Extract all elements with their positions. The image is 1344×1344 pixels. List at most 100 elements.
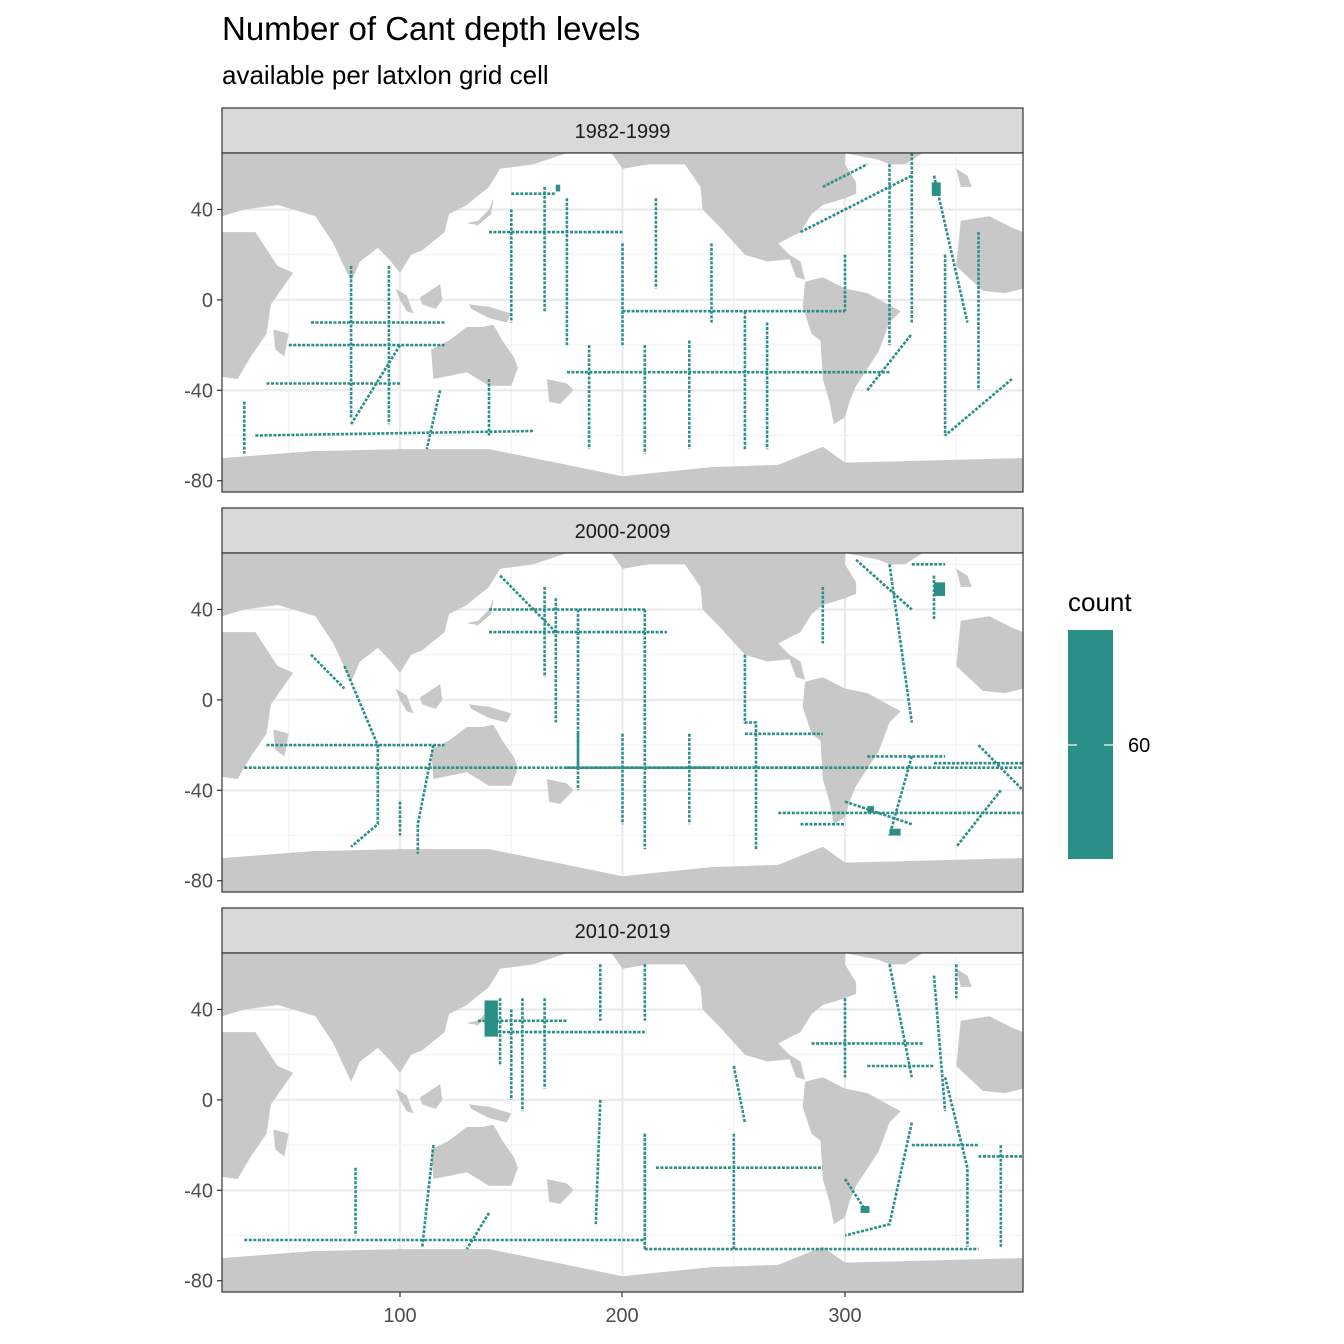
grid-cell-block <box>931 182 941 196</box>
landmass <box>395 1088 414 1114</box>
cruise-track-cells <box>955 789 1002 848</box>
cruise-track-cells <box>844 1122 914 1237</box>
grid-cell-block <box>889 828 901 836</box>
landmass <box>222 953 567 1082</box>
landmass <box>802 1077 901 1225</box>
landmass <box>222 1032 294 1179</box>
cruise-track-cells <box>888 564 914 723</box>
legend-label: 60 <box>1128 735 1150 757</box>
y-tick-label: -40 <box>184 780 213 802</box>
cruise-track-cells <box>943 1076 969 1247</box>
landmass <box>956 616 1023 694</box>
landmass <box>469 304 512 323</box>
cruise-track-cells <box>343 665 380 848</box>
cruise-track-cells <box>416 744 435 854</box>
y-tick-label: 40 <box>191 200 213 222</box>
landmass <box>469 1104 512 1123</box>
landmass <box>956 216 1023 294</box>
legend: count 60 <box>1068 587 1150 859</box>
landmass <box>845 953 934 965</box>
landmass <box>466 598 494 626</box>
landmass <box>222 553 567 682</box>
cruise-track-cells <box>732 1065 747 1123</box>
facet-panel-1: 1982-1999 40 0 -40 -80 <box>184 107 1024 493</box>
cruise-track-cells <box>888 964 914 1078</box>
panel-border <box>221 152 1024 493</box>
cruise-track-cells <box>932 175 969 323</box>
y-tick-label: -40 <box>184 380 213 402</box>
landmass <box>420 1084 443 1109</box>
panel-border <box>221 552 1024 893</box>
landmass <box>273 729 289 757</box>
y-tick-label: 0 <box>202 1090 213 1112</box>
cruise-track-cells <box>944 378 1013 437</box>
cruise-track-cells <box>932 975 947 1112</box>
x-axis: 100 200 300 <box>383 1292 862 1327</box>
landmass <box>420 284 443 309</box>
cruise-track-cells <box>310 653 346 690</box>
landmass <box>802 277 901 425</box>
y-tick-label: -80 <box>184 871 213 893</box>
landmass <box>431 1124 518 1186</box>
x-tick-label: 100 <box>383 1305 416 1327</box>
cruise-track-cells <box>425 390 442 450</box>
landmass <box>956 568 972 587</box>
landmass <box>956 168 972 187</box>
landmass <box>222 1246 1023 1292</box>
landmass <box>611 953 857 1080</box>
landmass <box>802 677 901 825</box>
map-panel: 40 0 -40 -80 <box>184 552 1024 893</box>
landmass <box>431 724 518 786</box>
landmass <box>395 288 414 314</box>
landmass <box>222 153 567 282</box>
y-tick-label: -40 <box>184 1180 213 1202</box>
strip-label: 2010-2019 <box>575 921 671 943</box>
landmass <box>546 379 574 404</box>
landmass <box>469 704 512 723</box>
grid-cell-block <box>555 184 561 192</box>
cruise-track-cells <box>349 344 402 425</box>
landmass <box>546 779 574 804</box>
cruise-track-cells <box>594 1099 602 1225</box>
strip-label: 1982-1999 <box>575 121 671 143</box>
x-tick-label: 200 <box>605 1305 638 1327</box>
landmass <box>222 846 1023 892</box>
strip-background <box>221 507 1024 554</box>
cruise-track-cells <box>822 163 868 189</box>
cruise-track-cells <box>866 332 913 392</box>
landmass <box>395 688 414 714</box>
landmass <box>222 446 1023 492</box>
landmass <box>611 153 857 280</box>
landmass <box>420 684 443 709</box>
y-tick-label: 40 <box>191 1000 213 1022</box>
landmass <box>956 968 972 987</box>
y-tick-label: 0 <box>202 290 213 312</box>
y-tick-label: -80 <box>184 1271 213 1293</box>
y-tick-label: -80 <box>184 471 213 493</box>
cruise-track-cells <box>743 654 758 850</box>
cruise-track-cells <box>855 558 913 611</box>
chart-subtitle: available per latxlon grid cell <box>222 60 549 90</box>
x-tick-label: 300 <box>828 1305 861 1327</box>
cruise-track-cells <box>977 744 1024 792</box>
facet-panel-3: 2010-2019 40 0 -40 -80 <box>184 907 1024 1293</box>
landmass <box>273 1129 289 1157</box>
cruise-track-cells <box>799 174 913 234</box>
landmass <box>956 1016 1023 1094</box>
strip-background <box>221 107 1024 154</box>
grid-cell-block <box>867 806 874 813</box>
landmass <box>222 632 294 779</box>
landmass <box>273 329 289 357</box>
grid-cell-block <box>860 1206 870 1213</box>
landmass <box>222 232 294 379</box>
chart-title: Number of Cant depth levels <box>222 10 640 47</box>
y-tick-label: 0 <box>202 690 213 712</box>
landmass <box>611 553 857 680</box>
strip-label: 2000-2009 <box>575 521 671 543</box>
y-tick-label: 40 <box>191 600 213 622</box>
map-panel: 40 0 -40 -80 <box>184 952 1024 1293</box>
landmass <box>431 324 518 386</box>
grid-cell-block <box>484 1000 498 1037</box>
legend-title: count <box>1068 587 1132 617</box>
